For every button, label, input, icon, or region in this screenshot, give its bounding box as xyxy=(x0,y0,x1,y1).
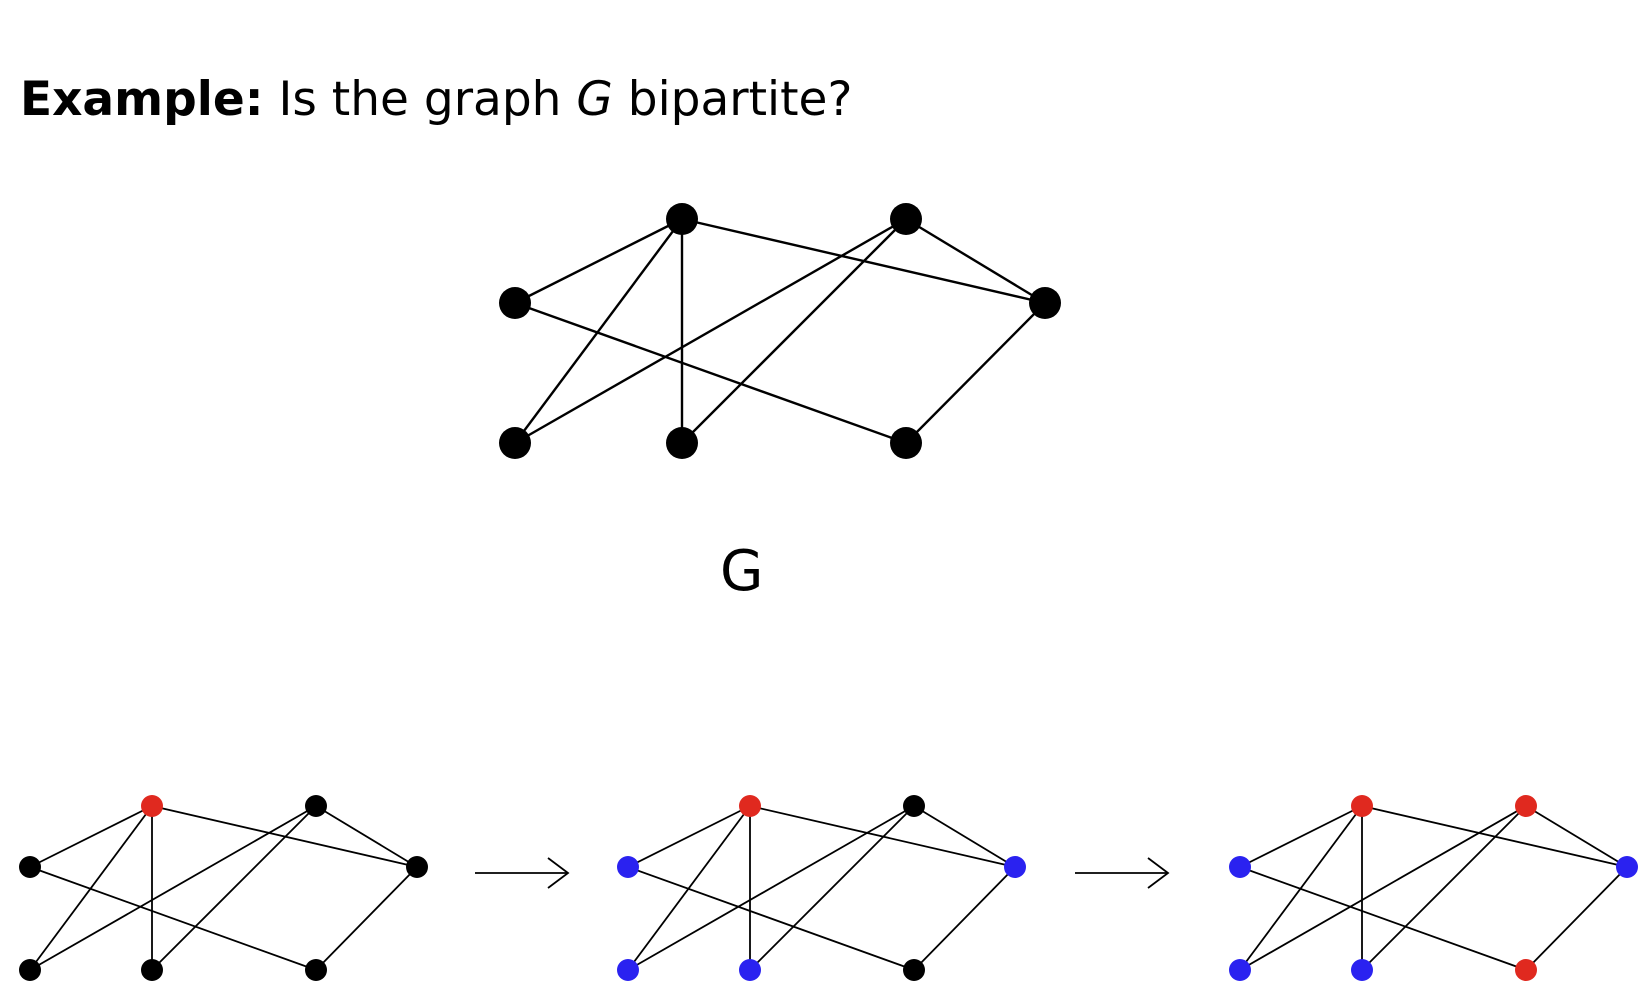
step3-edge-top-right-bottom-mid xyxy=(1361,805,1527,971)
step3-vertex-left xyxy=(1229,856,1251,878)
step3-edge-left-bottom-right xyxy=(1239,866,1527,971)
step1-vertex-top-right xyxy=(305,795,327,817)
step2-edge-top-right-bottom-left xyxy=(627,805,915,971)
main-edge-left-bottom-right xyxy=(514,301,907,445)
step3-vertex-bottom-right xyxy=(1515,959,1537,981)
step1-edge-top-right-bottom-mid xyxy=(151,805,317,971)
question-suffix: bipartite? xyxy=(627,72,853,127)
step2-vertex-left xyxy=(617,856,639,878)
step3-edge-top-left-left xyxy=(1239,805,1363,868)
step2-edge-left-bottom-right xyxy=(627,866,915,971)
step3-vertex-right xyxy=(1616,856,1638,878)
example-heading: Example: Is the graph G bipartite? xyxy=(20,72,852,128)
graph-variable: G xyxy=(576,72,613,127)
step2-vertex-right xyxy=(1004,856,1026,878)
main-vertex-bottom-left xyxy=(499,427,531,459)
step2-edge-top-right-bottom-mid xyxy=(749,805,915,971)
question-prefix: Is the graph xyxy=(278,72,562,127)
coloring-step-3 xyxy=(1229,795,1638,981)
step1-vertex-top-left xyxy=(141,795,163,817)
step2-edge-top-left-left xyxy=(627,805,751,868)
coloring-step-1 xyxy=(19,795,428,981)
step3-vertex-bottom-left xyxy=(1229,959,1251,981)
step2-vertex-bottom-mid xyxy=(739,959,761,981)
main-vertex-bottom-mid xyxy=(666,427,698,459)
main-edge-top-right-bottom-mid xyxy=(681,218,907,444)
step3-vertex-top-left xyxy=(1351,795,1373,817)
main-vertex-left xyxy=(499,287,531,319)
step2-vertex-bottom-left xyxy=(617,959,639,981)
graph-label: G xyxy=(720,539,764,604)
main-edge-top-right-bottom-left xyxy=(514,217,907,445)
main-graph xyxy=(499,203,1061,459)
step3-vertex-bottom-mid xyxy=(1351,959,1373,981)
main-vertex-right xyxy=(1029,287,1061,319)
step1-vertex-bottom-mid xyxy=(141,959,163,981)
step-arrow-2 xyxy=(1075,857,1170,889)
step1-edge-top-right-right xyxy=(315,805,418,868)
main-edge-top-left-bottom-left xyxy=(514,218,683,444)
step-arrow-1 xyxy=(475,857,570,889)
step1-edge-left-bottom-right xyxy=(29,866,317,971)
step2-vertex-bottom-right xyxy=(903,959,925,981)
step3-edge-right-bottom-right xyxy=(1525,866,1628,971)
step1-edge-top-left-left xyxy=(29,805,153,868)
main-vertex-bottom-right xyxy=(890,427,922,459)
main-edge-top-right-right xyxy=(905,217,1046,305)
step3-edge-top-left-bottom-left xyxy=(1239,805,1363,971)
step1-vertex-bottom-left xyxy=(19,959,41,981)
step1-vertex-left xyxy=(19,856,41,878)
step3-edge-top-right-right xyxy=(1525,805,1628,868)
main-edge-top-left-left xyxy=(514,217,683,305)
step2-vertex-top-left xyxy=(739,795,761,817)
example-label: Example: xyxy=(20,72,264,127)
step2-vertex-top-right xyxy=(903,795,925,817)
step1-vertex-bottom-right xyxy=(305,959,327,981)
step2-edge-top-right-right xyxy=(913,805,1016,868)
step2-edge-top-left-bottom-left xyxy=(627,805,751,971)
main-edge-right-bottom-right xyxy=(905,302,1046,444)
step1-edge-top-left-bottom-left xyxy=(29,805,153,971)
step1-edge-top-right-bottom-left xyxy=(29,805,317,971)
main-vertex-top-left xyxy=(666,203,698,235)
step2-edge-right-bottom-right xyxy=(913,866,1016,971)
step3-edge-top-right-bottom-left xyxy=(1239,805,1527,971)
step3-vertex-top-right xyxy=(1515,795,1537,817)
coloring-steps xyxy=(19,795,1638,981)
main-vertex-top-right xyxy=(890,203,922,235)
step1-edge-right-bottom-right xyxy=(315,866,418,971)
coloring-step-2 xyxy=(617,795,1026,981)
step1-vertex-right xyxy=(406,856,428,878)
